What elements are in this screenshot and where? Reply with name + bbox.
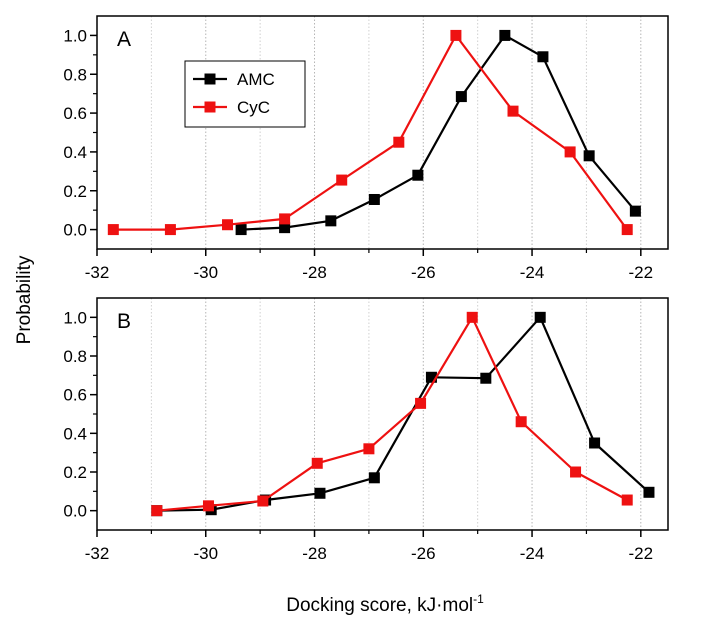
data-point-amc xyxy=(499,29,511,41)
data-point-cyc xyxy=(415,397,427,409)
data-point-cyc xyxy=(515,416,527,428)
data-point-cyc xyxy=(466,311,478,323)
x-tick-label: -30 xyxy=(193,544,218,563)
x-tick-label: -28 xyxy=(302,544,327,563)
series-line-amc xyxy=(241,34,637,231)
data-point-cyc xyxy=(336,174,348,186)
data-point-amc xyxy=(534,311,546,323)
data-point-cyc xyxy=(222,219,234,231)
series-line-amc xyxy=(156,316,650,512)
x-axis-title: Docking score, kJ·mol-1 xyxy=(286,592,484,616)
data-point-amc xyxy=(629,205,641,217)
panel-label: B xyxy=(117,310,131,333)
x-tick-label: -24 xyxy=(520,544,545,563)
x-tick-label: -22 xyxy=(629,263,654,282)
x-tick-label: -22 xyxy=(629,544,654,563)
legend-marker-cyc xyxy=(204,101,216,113)
y-tick-label: 0.0 xyxy=(63,502,87,521)
data-point-amc xyxy=(279,222,291,234)
data-point-cyc xyxy=(621,494,633,506)
data-point-amc xyxy=(583,150,595,162)
data-point-cyc xyxy=(257,495,269,507)
y-tick-label: 0.2 xyxy=(63,182,87,201)
data-point-amc xyxy=(589,437,601,449)
x-tick-label: -32 xyxy=(85,544,110,563)
data-point-cyc xyxy=(564,146,576,158)
panel-label: A xyxy=(117,28,131,51)
x-tick-label: -28 xyxy=(302,263,327,282)
x-tick-label: -26 xyxy=(411,263,436,282)
panel-a: -32 -30 -28 -26 -24 -22 0.0 0.2 0.4 0.6 0.8 1.0 A AMC… xyxy=(63,15,669,282)
y-tick-label: 0.0 xyxy=(63,221,87,240)
plot-frame xyxy=(96,15,669,250)
data-point-cyc xyxy=(311,457,323,469)
data-point-amc xyxy=(455,91,467,103)
x-tick-label: -30 xyxy=(193,263,218,282)
series-line-cyc xyxy=(156,316,628,512)
data-point-amc xyxy=(480,372,492,384)
data-point-cyc xyxy=(107,224,119,236)
data-point-amc xyxy=(425,371,437,383)
data-point-cyc xyxy=(279,213,291,225)
data-point-cyc xyxy=(363,443,375,455)
data-point-amc xyxy=(325,215,337,227)
data-point-cyc xyxy=(507,105,519,117)
legend-label-amc: AMC xyxy=(237,70,275,89)
data-point-amc xyxy=(412,169,424,181)
y-tick-label: 0.8 xyxy=(63,347,87,366)
legend-marker-amc xyxy=(204,73,216,85)
data-point-amc xyxy=(643,486,655,498)
y-tick-label: 0.4 xyxy=(63,424,87,443)
y-tick-label: 0.6 xyxy=(63,104,87,123)
x-tick-label: -32 xyxy=(85,263,110,282)
data-point-amc xyxy=(235,224,247,236)
data-point-amc xyxy=(368,193,380,205)
data-point-cyc xyxy=(621,224,633,236)
legend-box xyxy=(184,60,306,128)
data-point-cyc xyxy=(202,500,214,512)
data-point-cyc xyxy=(450,29,462,41)
x-tick-label: -24 xyxy=(520,263,545,282)
y-tick-label: 1.0 xyxy=(63,26,87,45)
data-point-amc xyxy=(537,51,549,63)
series-line-cyc xyxy=(113,34,629,231)
data-point-cyc xyxy=(393,136,405,148)
data-point-amc xyxy=(368,472,380,484)
y-tick-label: 0.2 xyxy=(63,463,87,482)
x-axis-title-main: Docking score, kJ·mol xyxy=(286,595,473,616)
y-tick-label: 1.0 xyxy=(63,308,87,327)
data-point-amc xyxy=(314,487,326,499)
y-tick-label: 0.4 xyxy=(63,143,87,162)
data-point-cyc xyxy=(164,224,176,236)
data-point-cyc xyxy=(151,505,163,517)
panel-b: -32 -30 -28 -26 -24 -22 0.0 0.2 0.4 0.6 0.8 1.0 B xyxy=(63,297,669,563)
legend-label-cyc: CyC xyxy=(237,98,270,117)
y-tick-label: 0.8 xyxy=(63,65,87,84)
x-tick-label: -26 xyxy=(411,544,436,563)
x-axis-title-superscript: -1 xyxy=(473,592,484,606)
data-point-cyc xyxy=(570,466,582,478)
y-axis-title: Probability xyxy=(14,255,35,344)
y-tick-label: 0.6 xyxy=(63,386,87,405)
